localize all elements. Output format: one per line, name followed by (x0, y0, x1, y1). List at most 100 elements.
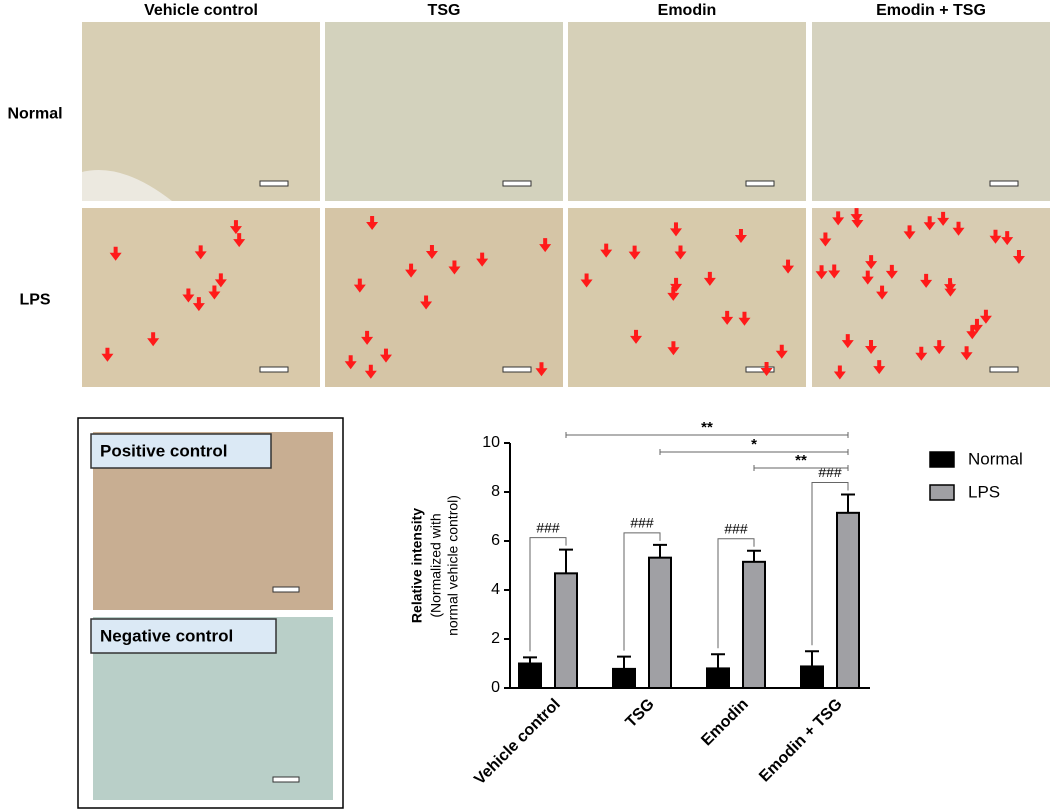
hash-label: ### (630, 515, 654, 531)
arrow (630, 329, 643, 344)
column-label: Vehicle control (144, 2, 258, 19)
scale-bar (502, 180, 532, 187)
arrow (873, 360, 886, 375)
arrow (448, 260, 461, 275)
legend-label: Normal (968, 449, 1023, 468)
error-bar (617, 655, 631, 669)
column-label: Emodin (658, 2, 717, 19)
arrow (833, 365, 846, 380)
arrow (674, 245, 687, 260)
control-label: Negative control (100, 626, 233, 645)
arrow (979, 309, 992, 324)
significance-line (753, 465, 849, 471)
error-bar (653, 543, 667, 558)
error-bar (747, 549, 761, 562)
arrow (952, 221, 965, 236)
arrow (738, 311, 751, 326)
scale-bar (259, 180, 289, 187)
bar (648, 556, 672, 689)
significance-label: ** (795, 452, 807, 469)
hash-label: ### (724, 521, 748, 537)
micrograph (812, 22, 1050, 201)
hash-label: ### (536, 519, 560, 535)
scale-bar (989, 366, 1019, 373)
arrow (366, 215, 379, 230)
scale-bar (272, 586, 300, 593)
arrow (600, 243, 613, 258)
legend-label: LPS (968, 482, 1000, 501)
bar (612, 667, 636, 690)
arrow (425, 244, 438, 259)
arrow (364, 364, 377, 379)
micrograph (82, 22, 320, 201)
legend-swatch (929, 484, 955, 501)
arrow (109, 246, 122, 261)
bar (800, 665, 824, 690)
arrow (353, 278, 366, 293)
arrow (667, 286, 680, 301)
hash-bracket (811, 481, 849, 646)
bar (554, 572, 578, 690)
row-label: LPS (19, 292, 50, 309)
arrow (420, 295, 433, 310)
micrograph (568, 22, 806, 201)
row-label: Normal (7, 106, 62, 123)
arrow (667, 341, 680, 356)
y-tick-label: 4 (491, 581, 500, 598)
arrow (535, 362, 548, 377)
arrow (775, 344, 788, 359)
hash-bracket (529, 537, 567, 652)
micrograph (325, 22, 563, 201)
bar (742, 560, 766, 690)
y-axis-sublabel: (Normalized with (428, 513, 444, 617)
arrow (214, 273, 227, 288)
arrow (782, 259, 795, 274)
arrow (851, 213, 864, 228)
arrow (703, 271, 716, 286)
arrow (734, 228, 747, 243)
significance-label: * (751, 436, 757, 453)
arrow (101, 347, 114, 362)
arrow (915, 346, 928, 361)
arrow (923, 216, 936, 231)
error-bar (711, 653, 725, 669)
arrow (379, 348, 392, 363)
arrow (933, 340, 946, 355)
arrow (937, 211, 950, 226)
bar (836, 511, 860, 690)
arrow (850, 208, 863, 223)
column-label: Emodin + TSG (876, 2, 986, 19)
y-tick-label: 8 (491, 483, 500, 500)
arrow (970, 318, 983, 333)
arrow (194, 245, 207, 260)
bar (706, 667, 730, 690)
hash-bracket (623, 532, 661, 651)
arrow (361, 330, 374, 345)
arrow (960, 346, 973, 361)
significance-label: ** (701, 419, 713, 436)
control-label: Positive control (100, 441, 228, 460)
arrow (182, 288, 195, 303)
y-tick-label: 10 (482, 434, 500, 451)
control-label-box (90, 433, 272, 469)
scale-bar (745, 366, 775, 373)
arrow (580, 273, 593, 288)
significance-line (659, 449, 849, 455)
arrow (819, 232, 832, 247)
arrow (944, 282, 957, 297)
arrow (539, 238, 552, 253)
arrow (669, 222, 682, 237)
arrow (233, 233, 246, 248)
micrograph (82, 208, 320, 387)
arrow (865, 255, 878, 270)
arrow (229, 220, 242, 235)
x-tick-label: Vehicle control (471, 696, 564, 789)
hash-label: ### (818, 464, 842, 480)
y-tick-label: 0 (491, 679, 500, 696)
scale-bar (745, 180, 775, 187)
control-label-box (90, 618, 277, 654)
arrow (841, 334, 854, 349)
arrow (628, 245, 641, 260)
arrow (828, 264, 841, 279)
